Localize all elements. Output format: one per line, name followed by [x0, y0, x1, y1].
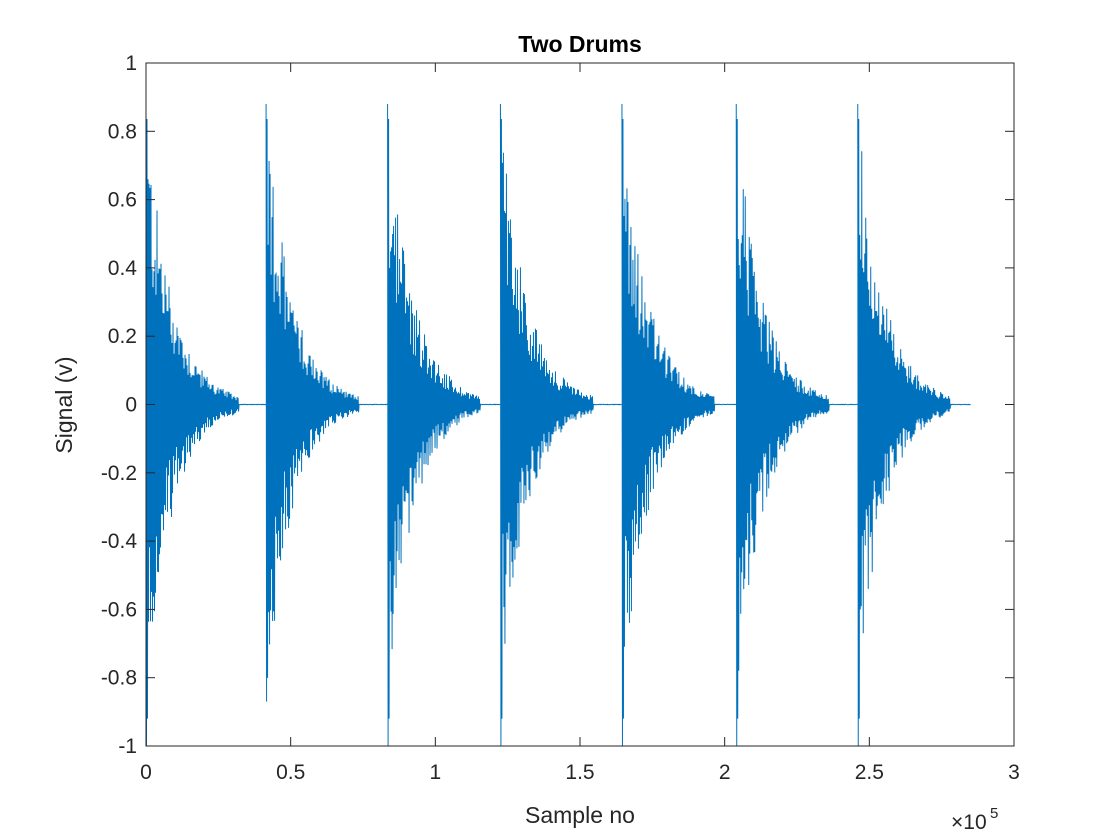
x-tick-label: 2: [719, 761, 731, 784]
x-exponent-base: ×10: [951, 811, 987, 834]
x-tick-label: 1.5: [565, 761, 594, 784]
y-tick-label: 0.2: [108, 325, 137, 348]
y-tick-label: -0.8: [101, 667, 137, 690]
drum-hit-waveform: [387, 103, 501, 747]
y-tick-label: 0.4: [108, 257, 138, 280]
y-tick-label: 0: [125, 394, 137, 417]
x-tick-label: 3: [1008, 761, 1020, 784]
drum-hit-waveform: [265, 103, 388, 702]
y-tick-label: 1: [125, 52, 137, 75]
chart-title: Two Drums: [518, 31, 642, 57]
x-tick-label: 0: [140, 761, 152, 784]
y-tick-label: -0.2: [101, 462, 137, 485]
y-tick-label: -0.4: [101, 530, 138, 553]
drum-hit-waveform: [621, 103, 737, 747]
drum-hit-waveform: [145, 103, 267, 747]
y-axis-label: Signal (v): [51, 356, 77, 453]
x-exponent-power: 5: [990, 805, 998, 822]
y-tick-label: -1: [118, 735, 137, 758]
drum-hit-waveform: [857, 103, 971, 747]
signal-waveform: [145, 103, 971, 747]
y-axis-ticks: -1 -0.8 -0.6 -0.4 -0.2 0 0.2 0.4 0.6 0.8 1: [101, 52, 1014, 758]
y-tick-label: 0.8: [108, 120, 137, 143]
x-axis-label: Sample no: [525, 802, 635, 828]
y-tick-label: 0.6: [108, 189, 137, 212]
x-axis-ticks: 0 0.5 1 1.5 2 2.5 3: [140, 63, 1020, 784]
x-tick-label: 1: [429, 761, 441, 784]
drum-hit-waveform: [735, 103, 858, 747]
drum-hit-waveform: [499, 103, 622, 747]
x-tick-label: 2.5: [855, 761, 884, 784]
x-exponent-label: ×10 5: [951, 805, 998, 834]
y-tick-label: -0.6: [101, 598, 137, 621]
x-tick-label: 0.5: [276, 761, 305, 784]
